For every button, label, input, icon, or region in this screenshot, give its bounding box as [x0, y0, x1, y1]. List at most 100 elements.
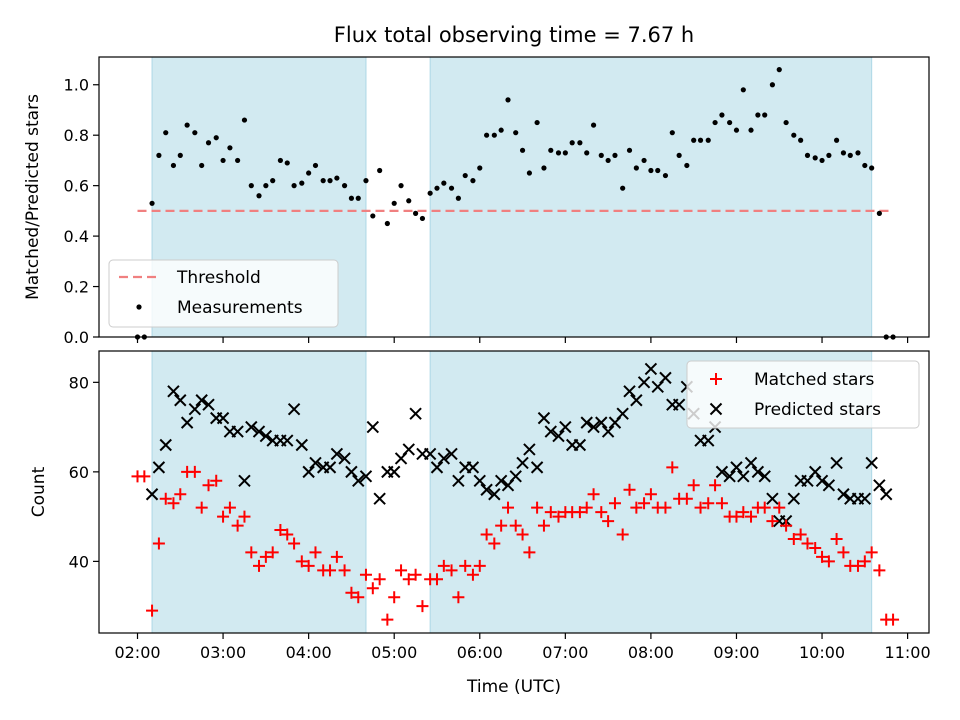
measurement-point: [555, 150, 562, 156]
matched-star-point: [146, 604, 159, 617]
matched-star-point: [694, 501, 707, 514]
matched-star-point: [509, 519, 522, 532]
x-tick-label: 09:00: [713, 643, 759, 662]
matched-star-point: [608, 497, 621, 510]
measurement-point: [620, 185, 626, 191]
matched-star-point: [766, 515, 779, 528]
measurement-point: [541, 165, 547, 171]
predicted-star-point: [530, 461, 544, 474]
legend-matched-label: Matched stars: [754, 370, 874, 390]
measurement-point: [776, 67, 782, 73]
measurement-point: [184, 122, 190, 128]
predicted-star-point: [252, 425, 266, 438]
measurement-point: [213, 135, 219, 141]
matched-star-point: [537, 519, 550, 532]
matched-star-point: [473, 559, 486, 572]
predicted-star-point: [366, 420, 380, 434]
legend-predicted-swatch: [709, 402, 723, 416]
predicted-star-point: [445, 447, 458, 461]
matched-star-point: [794, 528, 807, 541]
predicted-star-point: [402, 443, 415, 456]
axes-frame: [98, 350, 930, 634]
top-plot: 0.0 0.2 0.4 0.6 0.8 1.0 Threshold Measurements: [64, 56, 930, 347]
matched-star-point: [644, 488, 657, 501]
shaded-interval: [429, 56, 873, 338]
bottom-legend: Matched stars Predicted stars: [686, 360, 920, 429]
measurement-point: [241, 117, 248, 123]
measurement-point: [441, 180, 447, 186]
predicted-star-point: [238, 474, 251, 488]
measurement-point: [612, 152, 618, 158]
measurement-point: [406, 198, 412, 204]
x-tick-label: 05:00: [371, 643, 417, 662]
matched-star-point: [809, 541, 822, 554]
measurement-point: [513, 130, 519, 136]
measurement-point: [177, 152, 183, 158]
measurement-point: [719, 112, 725, 118]
measurement-point: [299, 180, 305, 186]
predicted-star-point: [644, 362, 658, 376]
matched-star-point: [851, 559, 864, 572]
measurement-point: [398, 183, 404, 189]
measurement-point: [312, 162, 319, 169]
measurement-point: [840, 150, 847, 156]
matched-star-point: [352, 591, 365, 604]
predicted-star-point: [473, 474, 486, 488]
measurement-point: [363, 178, 369, 184]
predicted-star-point: [202, 398, 215, 411]
matched-star-point: [253, 559, 266, 572]
measurement-point: [676, 152, 682, 158]
matched-star-point: [659, 501, 672, 514]
measurement-point: [755, 112, 761, 118]
predicted-star-point: [323, 461, 337, 474]
measurement-point: [470, 178, 476, 184]
predicted-star-point: [430, 461, 444, 474]
matched-star-point: [816, 550, 829, 563]
matched-star-point: [573, 506, 586, 519]
measurement-point: [748, 127, 754, 133]
matched-star-point: [274, 524, 287, 537]
measurement-point: [855, 150, 861, 156]
measurement-point: [641, 157, 647, 164]
measurement-point: [163, 130, 169, 136]
measurement-point: [655, 167, 661, 174]
matched-star-point: [159, 492, 172, 505]
measurement-point: [626, 147, 633, 153]
legend-measurements-label: Measurements: [177, 298, 303, 318]
x-tick-label: 04:00: [286, 643, 332, 662]
predicted-star-point: [281, 434, 294, 447]
measurement-point: [484, 132, 490, 138]
predicted-star-point: [601, 425, 615, 438]
predicted-star-point: [152, 461, 166, 474]
predicted-star-point: [195, 394, 208, 407]
measurement-point: [684, 162, 690, 169]
predicted-star-point: [623, 385, 636, 398]
measurement-point: [876, 210, 882, 216]
matched-star-point: [602, 515, 615, 528]
legend-measurements-swatch: [136, 304, 142, 310]
measurement-point: [419, 215, 426, 222]
predicted-star-point: [287, 402, 301, 416]
measurement-point: [819, 157, 825, 164]
predicted-star-point: [672, 398, 686, 411]
measurement-point: [235, 157, 241, 164]
matched-star-point: [865, 546, 878, 559]
matched-star-point: [266, 546, 279, 559]
measurement-point: [862, 162, 868, 169]
predicted-star-point: [188, 402, 202, 416]
y-tick-label: 0.4: [64, 227, 89, 246]
measurement-point: [334, 175, 340, 181]
matched-star-point: [138, 470, 151, 483]
bottom-legend-box: [686, 360, 920, 429]
matched-star-point: [195, 501, 208, 514]
matched-star-point: [630, 501, 643, 514]
predicted-star-point: [373, 492, 386, 505]
predicted-star-point: [174, 394, 187, 407]
measurement-point: [149, 200, 155, 206]
predicted-star-point: [437, 452, 451, 465]
measurement-point: [320, 178, 326, 184]
matched-star-point: [873, 564, 886, 577]
measurement-point: [697, 137, 704, 143]
predicted-star-point: [637, 376, 651, 389]
predicted-star-point: [815, 474, 829, 488]
